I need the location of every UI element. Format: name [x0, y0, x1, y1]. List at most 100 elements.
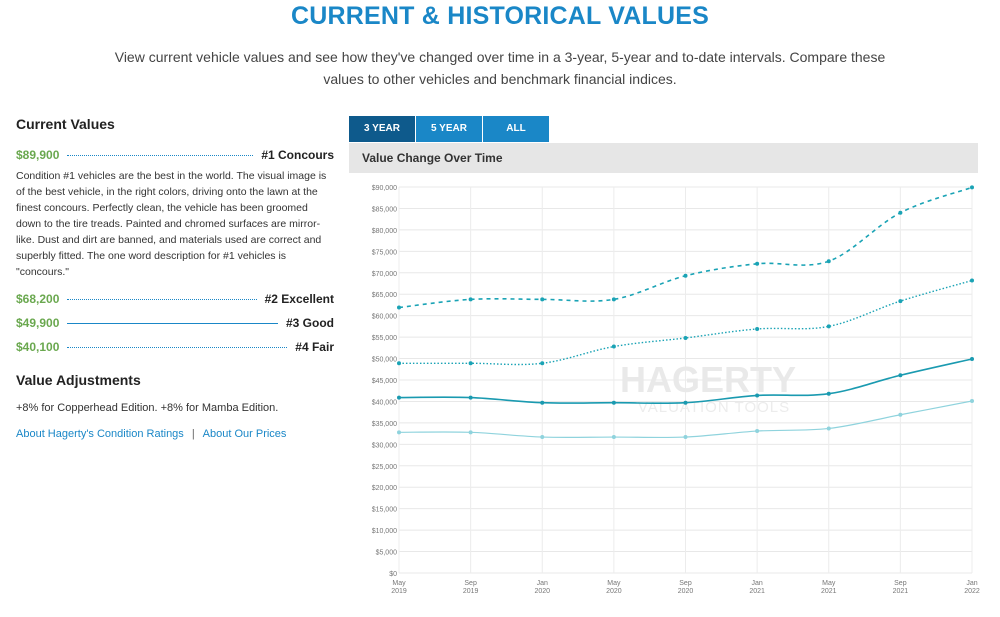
y-tick-label: $80,000 [372, 228, 397, 235]
data-point [898, 373, 903, 378]
price-good: $49,900 [16, 316, 60, 330]
y-tick-label: $50,000 [372, 357, 397, 364]
data-point [611, 344, 616, 349]
value-chart: HAGERTY VALUATION TOOLS $0 $5,000 $10,000 $… [372, 185, 980, 595]
leader-line [67, 154, 254, 156]
data-point [468, 395, 473, 400]
condition-concours: #1 Concours [261, 148, 334, 162]
y-tick-label: $25,000 [372, 464, 397, 471]
data-point [755, 429, 760, 434]
data-point [397, 305, 401, 310]
condition-fair: #4 Fair [295, 340, 334, 354]
x-tick-year: 2021 [893, 588, 909, 595]
intro-text: View current vehicle values and see how … [114, 49, 886, 87]
leader-line [67, 346, 288, 348]
data-point [611, 297, 616, 302]
condition-ratings-link[interactable]: About Hagerty's Condition Ratings [16, 428, 184, 440]
y-tick-label: $90,000 [372, 185, 397, 192]
our-prices-link[interactable]: About Our Prices [202, 428, 287, 440]
y-tick-label: $65,000 [372, 292, 397, 299]
y-tick-label: $60,000 [372, 314, 397, 321]
y-tick-label: $5,000 [376, 550, 398, 557]
y-tick-label: $35,000 [372, 421, 397, 428]
x-tick-month: Jan [966, 580, 977, 587]
value-row-concours: $89,900 #1 Concours [16, 144, 334, 166]
x-tick-month: Jan [537, 580, 548, 587]
price-fair: $40,100 [16, 340, 60, 354]
data-point [898, 299, 903, 304]
watermark-subtitle: VALUATION TOOLS [638, 399, 790, 416]
value-adjustments-heading: Value Adjustments [16, 372, 141, 388]
x-tick-month: May [392, 580, 406, 587]
condition-description: Condition #1 vehicles are the best in th… [16, 170, 327, 278]
data-point [970, 399, 974, 404]
chart-header: Value Change Over Time [349, 143, 978, 173]
data-point [468, 361, 473, 366]
data-point [826, 426, 831, 431]
values-panel: Current Values $89,900 #1 Concours Condi… [16, 116, 334, 440]
x-tick-month: Sep [894, 580, 907, 587]
price-excellent: $68,200 [16, 292, 60, 306]
data-point [468, 430, 473, 435]
x-tick-year: 2020 [534, 588, 550, 595]
page-title: CURRENT & HISTORICAL VALUES [291, 2, 709, 30]
value-row-good: $49,900 #3 Good [16, 312, 334, 334]
value-row-fair: $40,100 #4 Fair [16, 336, 334, 358]
x-tick-month: May [607, 580, 621, 587]
link-separator: | [191, 428, 195, 440]
tab-all[interactable]: ALL [483, 116, 549, 142]
y-tick-label: $45,000 [372, 378, 397, 385]
data-point [970, 278, 974, 283]
range-tabs: 3 YEAR 5 YEAR ALL [349, 116, 550, 142]
data-point [826, 324, 831, 329]
data-point [683, 435, 688, 440]
y-tick-label: $70,000 [372, 271, 397, 278]
leader-line [67, 322, 278, 324]
info-links: About Hagerty's Condition Ratings | About … [16, 428, 334, 440]
y-tick-label: $40,000 [372, 399, 397, 406]
current-values-heading: Current Values [16, 116, 115, 132]
x-tick-year: 2021 [749, 588, 765, 595]
data-point [683, 400, 688, 405]
condition-good: #3 Good [285, 316, 334, 330]
data-point [397, 430, 401, 435]
value-row-excellent: $68,200 #2 Excellent [16, 288, 334, 310]
data-point [397, 395, 401, 400]
data-point [683, 335, 688, 340]
y-tick-label: $10,000 [372, 528, 397, 535]
x-tick-year: 2020 [678, 588, 694, 595]
data-point [755, 393, 760, 398]
data-point [755, 326, 760, 331]
data-point [826, 391, 831, 396]
y-tick-label: $85,000 [372, 206, 397, 213]
y-tick-label: $75,000 [372, 249, 397, 256]
x-tick-month: May [822, 580, 836, 587]
data-point [755, 261, 760, 266]
data-point [540, 400, 545, 405]
tab-3-year[interactable]: 3 YEAR [349, 116, 415, 142]
data-point [397, 361, 401, 366]
watermark-logo: HAGERTY [620, 359, 796, 400]
x-tick-year: 2021 [821, 588, 837, 595]
data-point [540, 297, 545, 302]
y-tick-label: $20,000 [372, 485, 397, 492]
y-tick-label: $55,000 [372, 335, 397, 342]
x-tick-year: 2022 [964, 588, 980, 595]
data-point [898, 210, 903, 215]
y-tick-label: $30,000 [372, 442, 397, 449]
data-point [540, 361, 545, 366]
x-tick-month: Sep [679, 580, 692, 587]
x-tick-year: 2020 [606, 588, 622, 595]
x-tick-year: 2019 [391, 588, 407, 595]
data-point [611, 435, 616, 440]
tab-5-year[interactable]: 5 YEAR [416, 116, 482, 142]
data-point [898, 412, 903, 417]
x-tick-month: Jan [751, 580, 762, 587]
leader-line [67, 298, 257, 300]
data-point [970, 185, 974, 190]
data-point [540, 435, 545, 440]
data-point [683, 273, 688, 278]
condition-excellent: #2 Excellent [264, 292, 334, 306]
y-tick-label: $0 [389, 571, 397, 578]
data-point [468, 297, 473, 302]
